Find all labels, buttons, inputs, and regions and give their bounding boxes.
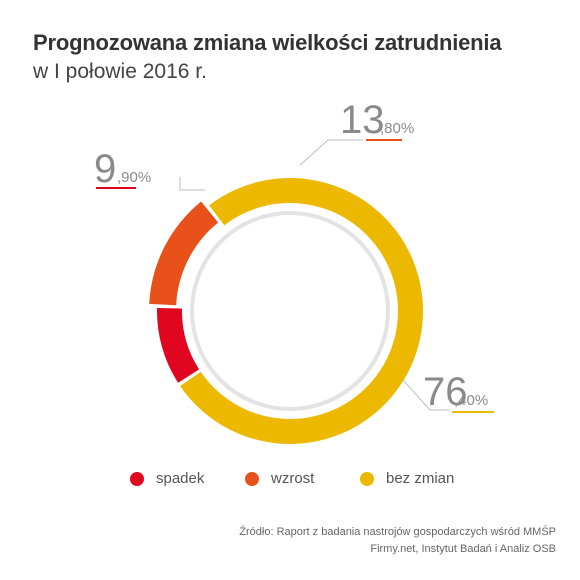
legend-marker-bez-zmian <box>360 471 374 486</box>
value-integer-wzrost: 13 <box>340 98 385 142</box>
donut-chart: 9,90% 13,80% 76,40% <box>94 98 494 445</box>
slice-wzrost <box>149 201 219 306</box>
value-decimal-bez-zmian: ,40% <box>454 392 488 409</box>
source-line-2: Firmy.net, Instytut Badań i Analiz OSB <box>370 543 556 555</box>
value-decimal-wzrost: ,80% <box>380 120 414 137</box>
legend-label-wzrost: wzrost <box>271 470 315 487</box>
source-line-1: Źródło: Raport z badania nastrojów gospo… <box>239 526 556 538</box>
title-block: Prognozowana zmiana wielkości zatrudnien… <box>33 30 502 84</box>
legend-label-spadek: spadek <box>156 470 205 487</box>
chart-title: Prognozowana zmiana wielkości zatrudnien… <box>33 30 502 55</box>
value-decimal-spadek: ,90% <box>117 169 151 186</box>
value-integer-bez-zmian: 76 <box>423 370 468 414</box>
value-integer-spadek: 9 <box>94 147 116 191</box>
legend-item-bez-zmian: bez zmian <box>360 470 454 487</box>
slice-spadek <box>157 307 200 383</box>
leader-line-bez-zmian <box>402 379 450 411</box>
legend: spadek wzrost bez zmian <box>0 470 580 494</box>
legend-marker-spadek <box>130 471 144 486</box>
legend-item-spadek: spadek <box>130 470 204 487</box>
source-note: Źródło: Raport z badania nastrojów gospo… <box>239 524 556 558</box>
legend-item-wzrost: wzrost <box>245 470 314 487</box>
chart-subtitle: w I połowie 2016 r. <box>33 60 207 83</box>
leader-line-spadek <box>179 177 205 191</box>
legend-marker-wzrost <box>245 471 259 486</box>
leader-line-wzrost <box>299 139 363 166</box>
legend-label-bez-zmian: bez zmian <box>386 470 455 487</box>
donut-inner-ring <box>190 211 390 411</box>
